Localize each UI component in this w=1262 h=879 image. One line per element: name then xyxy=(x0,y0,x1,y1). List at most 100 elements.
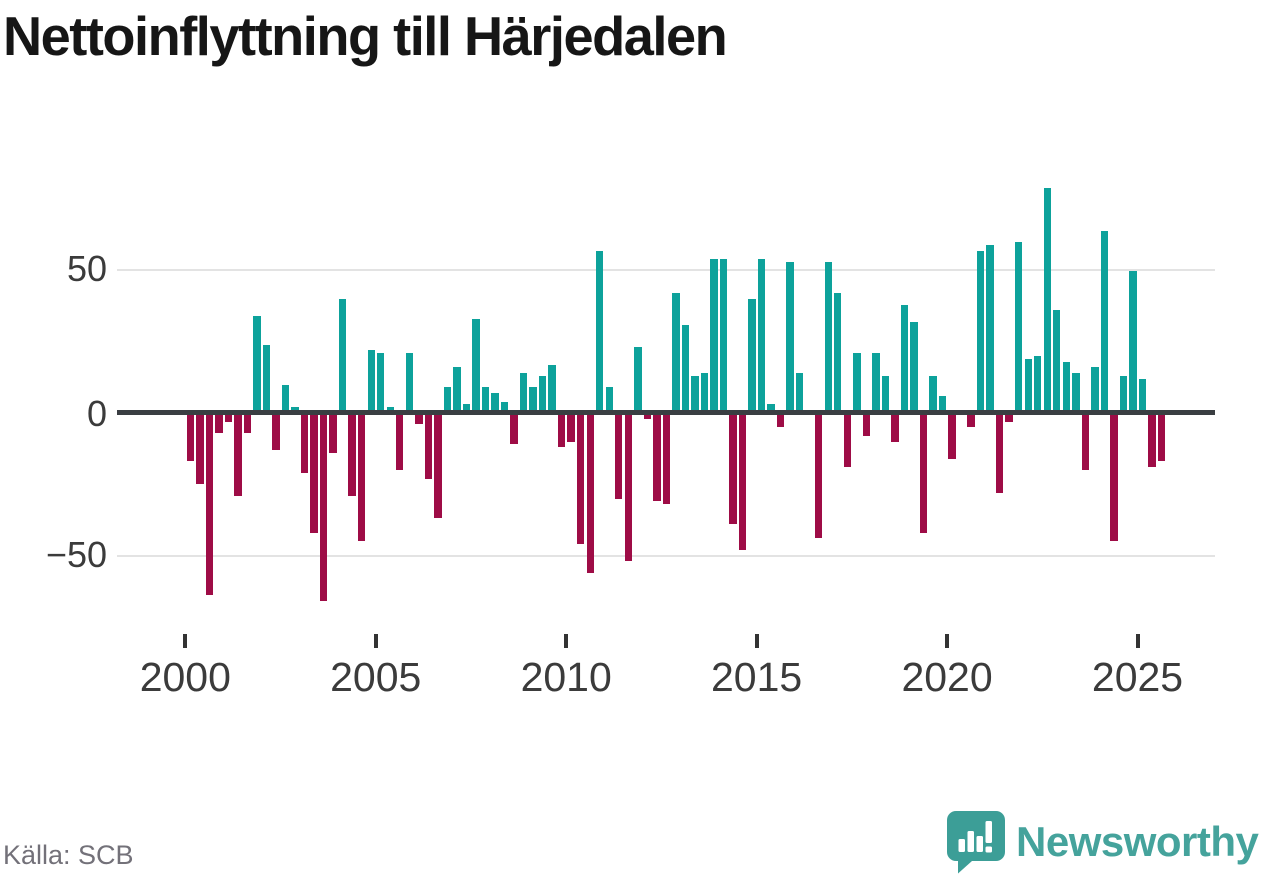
bar xyxy=(338,299,347,413)
bar xyxy=(481,387,490,413)
bar xyxy=(815,413,823,539)
bar xyxy=(596,250,604,413)
chart-title: Nettoinflyttning till Härjedalen xyxy=(3,5,728,67)
bar xyxy=(472,318,480,413)
bar xyxy=(938,395,947,413)
bar xyxy=(405,353,413,413)
bar xyxy=(767,404,775,413)
bar xyxy=(653,413,661,502)
bar xyxy=(253,316,261,413)
bar xyxy=(681,324,690,413)
bar xyxy=(224,413,233,422)
bar xyxy=(272,413,280,451)
x-axis-tick xyxy=(754,634,759,648)
bar xyxy=(662,413,671,505)
bar xyxy=(605,387,613,413)
x-axis-tick-label: 2020 xyxy=(901,654,993,700)
bar xyxy=(586,413,594,573)
x-axis-tick-label: 2015 xyxy=(711,654,803,700)
bar xyxy=(186,413,194,462)
bar xyxy=(234,413,242,496)
bar xyxy=(538,375,547,413)
bar xyxy=(577,413,585,545)
bar xyxy=(215,413,223,433)
bar xyxy=(262,344,271,413)
bar xyxy=(1024,358,1032,413)
bar xyxy=(329,413,337,453)
source-caption: Källa: SCB xyxy=(3,840,134,870)
bar xyxy=(929,375,937,413)
bar xyxy=(786,261,794,413)
bar xyxy=(1100,230,1109,413)
bar xyxy=(891,413,899,442)
bar xyxy=(757,259,766,413)
bar xyxy=(824,261,832,413)
bar xyxy=(510,413,518,445)
bar xyxy=(986,244,994,413)
bar xyxy=(796,373,804,413)
x-axis-zero-line xyxy=(117,410,1215,415)
bar xyxy=(910,321,918,413)
bar xyxy=(967,413,975,428)
bar xyxy=(853,353,861,413)
x-axis-tick xyxy=(564,634,569,648)
y-axis-label-0: 0 xyxy=(86,393,107,434)
bar xyxy=(243,413,252,433)
bar xyxy=(453,367,461,413)
bar xyxy=(548,364,556,413)
bar xyxy=(900,304,909,413)
bar xyxy=(700,373,709,413)
bar xyxy=(834,293,842,413)
bar xyxy=(748,299,756,413)
x-axis-tick-label: 2005 xyxy=(330,654,422,700)
bar xyxy=(557,413,566,448)
bar xyxy=(443,387,452,413)
bar xyxy=(1110,413,1118,542)
bar xyxy=(491,393,499,413)
bar xyxy=(1157,413,1166,462)
bar xyxy=(1148,413,1156,468)
bar xyxy=(615,413,623,499)
bar xyxy=(995,413,1004,493)
bar xyxy=(1129,270,1137,413)
bar xyxy=(567,413,575,442)
bar xyxy=(1015,242,1023,413)
bar xyxy=(1138,378,1147,413)
bar xyxy=(348,413,356,496)
x-axis-tick xyxy=(183,634,188,648)
bar xyxy=(1091,367,1099,413)
newsworthy-wordmark: Newsworthy xyxy=(1016,818,1259,865)
gridline-minus-50 xyxy=(117,555,1215,557)
bar xyxy=(1072,373,1080,413)
x-axis-tick-label: 2010 xyxy=(520,654,612,700)
bar xyxy=(1005,413,1013,422)
bar xyxy=(424,413,433,479)
x-axis-tick-label: 2000 xyxy=(139,654,231,700)
bar xyxy=(1053,310,1061,413)
bar xyxy=(1062,361,1070,413)
x-axis-tick-label: 2025 xyxy=(1091,654,1184,700)
x-axis-tick xyxy=(1135,634,1140,648)
bar xyxy=(624,413,632,562)
bar xyxy=(672,293,680,413)
gridline-plus-50 xyxy=(117,269,1215,271)
bar xyxy=(357,413,366,542)
newsworthy-speech-bubble-bar-chart-icon xyxy=(947,811,1005,874)
newsworthy-logo: Newsworthy xyxy=(946,810,1262,874)
bar xyxy=(367,350,375,413)
bar xyxy=(729,413,737,525)
bar xyxy=(519,373,528,413)
bar xyxy=(738,413,747,550)
bar xyxy=(872,353,880,413)
bar xyxy=(691,375,699,413)
bar xyxy=(919,413,928,533)
bar xyxy=(205,413,214,596)
bar xyxy=(1119,375,1128,413)
bar xyxy=(843,413,851,468)
bar xyxy=(643,413,652,419)
bar xyxy=(310,413,318,533)
bar xyxy=(634,347,642,413)
bar xyxy=(434,413,442,519)
bar xyxy=(196,413,204,485)
